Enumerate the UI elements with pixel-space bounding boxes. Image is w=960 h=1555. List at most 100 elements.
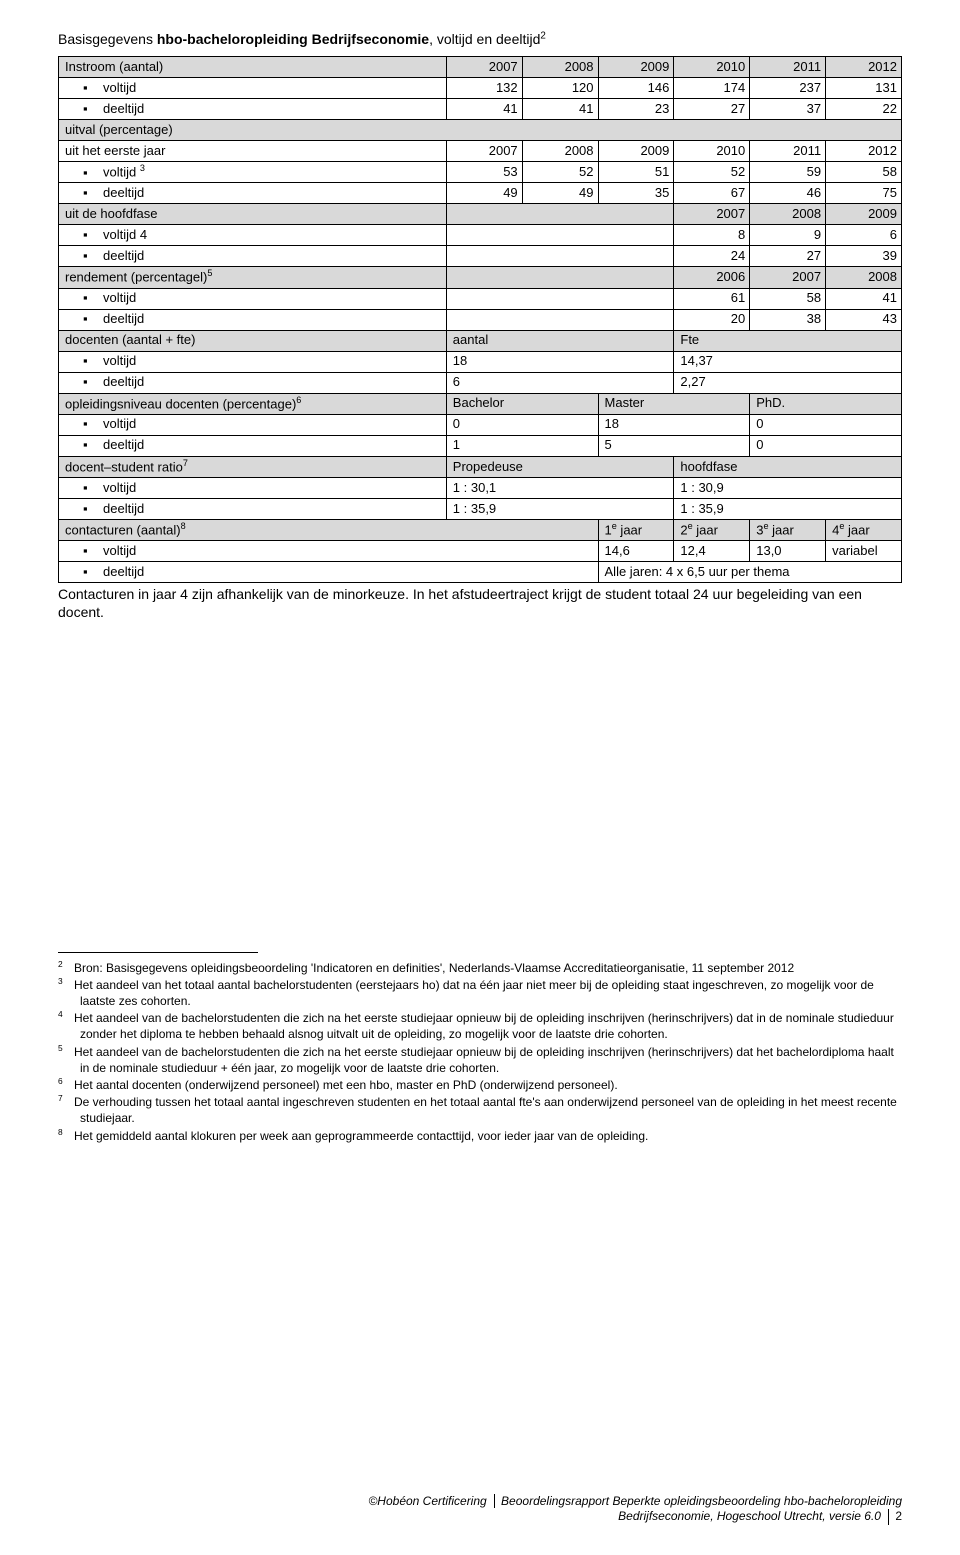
cell: 0 <box>750 435 902 456</box>
cell: 2011 <box>750 57 826 78</box>
page-title: Basisgegevens hbo-bacheloropleiding Bedr… <box>58 30 902 48</box>
cell: 0 <box>750 414 902 435</box>
page-footer: ©Hobéon Certificering Beoordelingsrappor… <box>58 1494 902 1525</box>
cell: 9 <box>750 225 826 246</box>
cell: ▪deeltijd <box>59 309 447 330</box>
cell: Propedeuse <box>446 456 674 477</box>
cell <box>446 288 674 309</box>
cell: hoofdfase <box>674 456 902 477</box>
cell: 43 <box>826 309 902 330</box>
cell: 1 : 35,9 <box>446 499 674 520</box>
table-row: uit de hoofdfase200720082009 <box>59 204 902 225</box>
cell: 14,6 <box>598 541 674 562</box>
cell: 2012 <box>826 57 902 78</box>
cell: Fte <box>674 330 902 351</box>
cell: 41 <box>446 99 522 120</box>
table-row: opleidingsniveau docenten (percentage)6B… <box>59 393 902 414</box>
cell: ▪deeltijd <box>59 499 447 520</box>
paragraph-contacturen: Contacturen in jaar 4 zijn afhankelijk v… <box>58 585 902 621</box>
cell: docent–student ratio7 <box>59 456 447 477</box>
table-row: ▪voltijd615841 <box>59 288 902 309</box>
cell: 2007 <box>446 141 522 162</box>
cell: 27 <box>750 246 826 267</box>
cell: 174 <box>674 78 750 99</box>
cell: 23 <box>598 99 674 120</box>
cell: 1e jaar <box>598 520 674 541</box>
footnote: 8Het gemiddeld aantal klokuren per week … <box>58 1127 902 1144</box>
cell: variabel <box>826 541 902 562</box>
cell: 75 <box>826 183 902 204</box>
cell: ▪voltijd <box>59 414 447 435</box>
footer-line1: ©Hobéon Certificering Beoordelingsrappor… <box>58 1494 902 1510</box>
cell: 2008 <box>522 141 598 162</box>
cell: PhD. <box>750 393 902 414</box>
title-pre: Basisgegevens <box>58 31 157 47</box>
table-row: ▪voltijd14,612,413,0variabel <box>59 541 902 562</box>
cell <box>446 204 674 225</box>
cell: 120 <box>522 78 598 99</box>
cell: 1 : 35,9 <box>674 499 902 520</box>
cell: 18 <box>446 351 674 372</box>
cell: ▪deeltijd <box>59 562 599 583</box>
cell: 58 <box>826 162 902 183</box>
cell: 1 <box>446 435 598 456</box>
footnote: 2Bron: Basisgegevens opleidingsbeoordeli… <box>58 959 902 976</box>
cell: 67 <box>674 183 750 204</box>
cell: 20 <box>674 309 750 330</box>
cell: 1 : 30,1 <box>446 478 674 499</box>
table-row: ▪voltijd1814,37 <box>59 351 902 372</box>
cell: 41 <box>826 288 902 309</box>
cell <box>446 246 674 267</box>
table-row: ▪voltijd0180 <box>59 414 902 435</box>
cell: 8 <box>674 225 750 246</box>
footnote-divider <box>58 952 258 953</box>
cell: 2,27 <box>674 372 902 393</box>
cell: ▪voltijd 4 <box>59 225 447 246</box>
cell: ▪deeltijd <box>59 183 447 204</box>
cell: ▪deeltijd <box>59 246 447 267</box>
cell: 132 <box>446 78 522 99</box>
table-row: ▪deeltijd150 <box>59 435 902 456</box>
cell: 2008 <box>750 204 826 225</box>
cell: 2011 <box>750 141 826 162</box>
footnote: 5Het aandeel van de bachelorstudenten di… <box>58 1043 902 1076</box>
table-row: docent–student ratio7Propedeusehoofdfase <box>59 456 902 477</box>
cell: contacturen (aantal)8 <box>59 520 599 541</box>
cell: 6 <box>826 225 902 246</box>
cell: ▪voltijd <box>59 288 447 309</box>
footer-line2: Bedrijfseconomie, Hogeschool Utrecht, ve… <box>58 1509 902 1525</box>
cell: uit de hoofdfase <box>59 204 447 225</box>
footnote: 6Het aantal docenten (onderwijzend perso… <box>58 1076 902 1093</box>
cell: 18 <box>598 414 750 435</box>
title-footnote-ref: 2 <box>540 30 545 41</box>
table-row: ▪deeltijdAlle jaren: 4 x 6,5 uur per the… <box>59 562 902 583</box>
footnotes: 2Bron: Basisgegevens opleidingsbeoordeli… <box>58 952 902 1144</box>
title-bold: hbo-bacheloropleiding Bedrijfseconomie <box>157 31 429 47</box>
table-row: uit het eerste jaar200720082009201020112… <box>59 141 902 162</box>
data-table: Instroom (aantal)20072008200920102011201… <box>58 56 902 583</box>
cell: 52 <box>522 162 598 183</box>
cell: 1 : 30,9 <box>674 478 902 499</box>
cell: 13,0 <box>750 541 826 562</box>
footnote: 3Het aandeel van het totaal aantal bache… <box>58 976 902 1009</box>
cell: 14,37 <box>674 351 902 372</box>
cell: 27 <box>674 99 750 120</box>
cell: 52 <box>674 162 750 183</box>
page-number: 2 <box>888 1509 902 1525</box>
cell: 2006 <box>674 267 750 288</box>
table-row: docenten (aantal + fte)aantalFte <box>59 330 902 351</box>
cell: 0 <box>446 414 598 435</box>
table-row: Instroom (aantal)20072008200920102011201… <box>59 57 902 78</box>
cell: uitval (percentage) <box>59 120 902 141</box>
cell: 2010 <box>674 141 750 162</box>
cell: 38 <box>750 309 826 330</box>
cell: 2007 <box>750 267 826 288</box>
cell: 49 <box>522 183 598 204</box>
title-post: , voltijd en deeltijd <box>429 31 540 47</box>
cell: docenten (aantal + fte) <box>59 330 447 351</box>
cell: 37 <box>750 99 826 120</box>
cell: 6 <box>446 372 674 393</box>
table-row: ▪deeltijd494935674675 <box>59 183 902 204</box>
table-row: ▪voltijd 4 896 <box>59 225 902 246</box>
cell: ▪voltijd <box>59 78 447 99</box>
